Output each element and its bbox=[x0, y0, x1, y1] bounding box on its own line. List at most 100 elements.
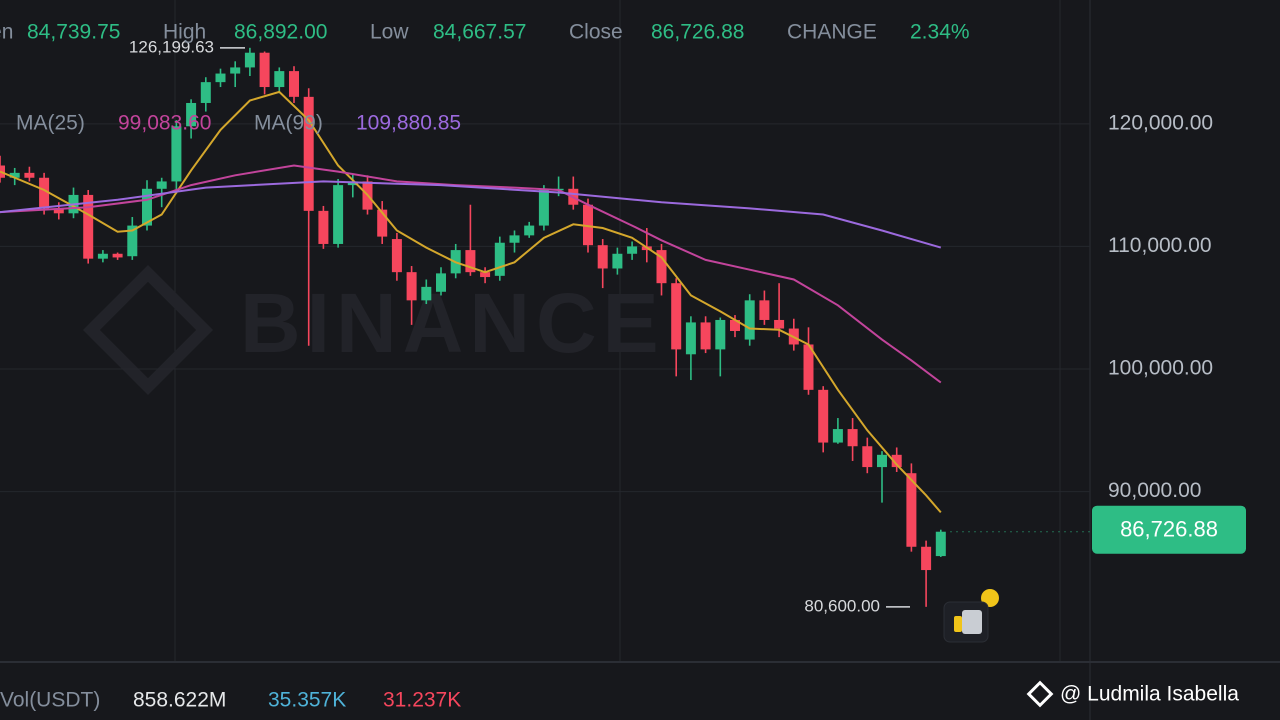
candle-body bbox=[156, 181, 167, 189]
candle-body bbox=[127, 225, 138, 257]
overlay: 90,000.00 100,000.00 110,000.00 120,000.00 1… bbox=[0, 21, 1246, 712]
candle-body bbox=[891, 454, 902, 468]
candle-body bbox=[685, 322, 696, 355]
candle-body bbox=[436, 273, 446, 292]
candle-body bbox=[612, 253, 623, 269]
watermark-logo-shape bbox=[82, 264, 214, 396]
candle-body bbox=[318, 210, 329, 244]
ma-legend-label: MA(25) bbox=[16, 112, 85, 135]
candle-body bbox=[700, 322, 711, 350]
notification-dot bbox=[981, 589, 999, 607]
candle-body bbox=[83, 194, 94, 259]
candle-body bbox=[259, 52, 270, 88]
candle-body bbox=[421, 286, 432, 301]
candle-body bbox=[112, 253, 123, 258]
candle-body bbox=[465, 250, 476, 273]
news-icon bbox=[962, 610, 982, 634]
candle-body bbox=[171, 126, 182, 182]
volume-value: 858.622M bbox=[133, 689, 226, 712]
header-label: High bbox=[163, 21, 206, 44]
candle-body bbox=[480, 272, 491, 278]
header-value: 86,892.00 bbox=[234, 21, 327, 44]
candle-body bbox=[818, 389, 829, 443]
volume-value: 35.357K bbox=[268, 689, 346, 712]
candle-body bbox=[730, 319, 740, 331]
annotation-label: 126,199.63 bbox=[129, 37, 214, 56]
ma-legend-label: MA(99) bbox=[254, 112, 323, 135]
candle-body bbox=[627, 246, 638, 254]
ma-legend-value: 109,880.85 bbox=[356, 112, 461, 135]
candle-body bbox=[847, 429, 858, 447]
candle-body bbox=[509, 235, 520, 243]
candle-body bbox=[9, 172, 20, 178]
candle-body bbox=[244, 52, 255, 68]
candle-body bbox=[39, 177, 50, 209]
y-tick-label: 100,000.00 bbox=[1108, 357, 1213, 380]
candle-body bbox=[538, 190, 549, 226]
candle-body bbox=[862, 446, 873, 468]
ma-line bbox=[0, 164, 942, 384]
y-tick-label: 90,000.00 bbox=[1108, 479, 1201, 502]
ma-line bbox=[0, 90, 942, 514]
candle-body bbox=[671, 283, 682, 350]
ma-line bbox=[0, 180, 942, 249]
watermark: BINANCE bbox=[240, 276, 665, 370]
candle-body bbox=[406, 272, 417, 301]
credit: @ Ludmila Isabella bbox=[1060, 683, 1239, 706]
candle-body bbox=[289, 71, 299, 97]
y-tick-label: 110,000.00 bbox=[1108, 234, 1212, 257]
candle-body bbox=[391, 239, 402, 273]
header-value: 86,726.88 bbox=[651, 21, 744, 44]
candle-body bbox=[656, 250, 667, 284]
header-label: Close bbox=[569, 21, 623, 44]
header-value: 2.34% bbox=[910, 21, 970, 44]
volume-value: 31.237K bbox=[383, 689, 461, 712]
candle-body bbox=[715, 319, 726, 350]
candle-body bbox=[230, 67, 241, 74]
candle-body bbox=[524, 225, 535, 236]
candle-body bbox=[377, 209, 388, 237]
candle-body bbox=[53, 208, 64, 214]
volume-label: Vol(USDT) bbox=[0, 689, 100, 712]
candle-body bbox=[759, 300, 770, 320]
news-icon-accent bbox=[954, 616, 962, 632]
candle-body bbox=[774, 319, 785, 329]
candle-body bbox=[142, 188, 152, 226]
candle-body bbox=[215, 73, 226, 83]
candle-body bbox=[832, 429, 843, 443]
candle-body bbox=[583, 204, 593, 246]
candle-body bbox=[803, 344, 814, 390]
header-label: Open bbox=[0, 21, 13, 44]
annotation-label: 80,600.00 bbox=[804, 596, 880, 615]
last-price-tag bbox=[1092, 505, 1246, 554]
candle-body bbox=[935, 531, 946, 557]
candle-body bbox=[597, 245, 608, 269]
candle-body bbox=[494, 242, 505, 276]
header-label: CHANGE bbox=[787, 21, 877, 44]
candle-body bbox=[303, 96, 314, 211]
header-label: Low bbox=[370, 21, 409, 44]
header-value: 84,667.57 bbox=[433, 21, 526, 44]
candle-body bbox=[200, 82, 211, 103]
header-value: 84,739.75 bbox=[27, 21, 120, 44]
last-price-label: 86,726.88 bbox=[1120, 517, 1218, 542]
credit-logo bbox=[1026, 680, 1054, 708]
candle-body bbox=[274, 71, 285, 88]
candle-body bbox=[24, 172, 35, 178]
candle-body bbox=[333, 185, 344, 244]
credit-logo-shape bbox=[1026, 680, 1054, 708]
candle-body bbox=[186, 102, 197, 127]
plot bbox=[0, 47, 1090, 607]
ma-legend-value: 99,083.60 bbox=[118, 112, 211, 135]
candle-body bbox=[97, 253, 108, 259]
candle-body bbox=[744, 300, 755, 340]
candle-body bbox=[906, 473, 917, 547]
candle-body bbox=[877, 454, 887, 468]
y-tick-label: 120,000.00 bbox=[1108, 111, 1213, 134]
candle-body bbox=[921, 546, 932, 571]
watermark-logo bbox=[82, 264, 214, 396]
